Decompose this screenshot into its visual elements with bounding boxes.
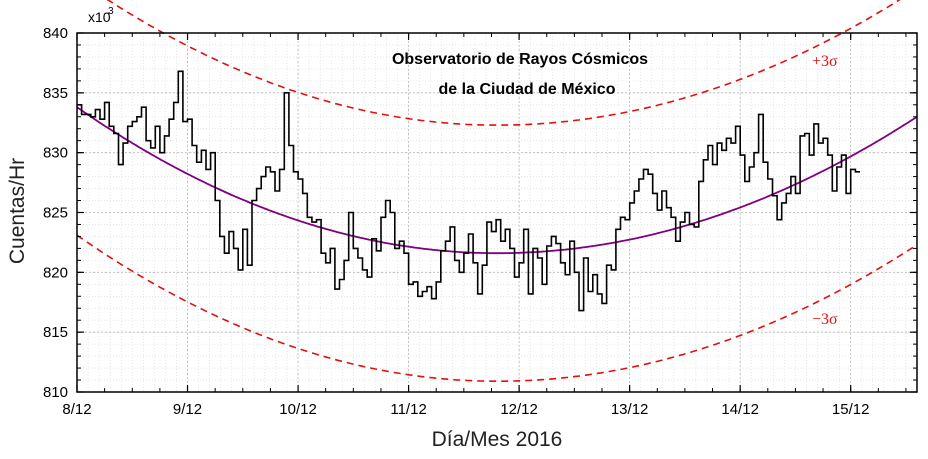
y-tick-label: 810 bbox=[43, 384, 68, 401]
chart-title-line-1: Observatorio de Rayos Cósmicos bbox=[392, 51, 648, 68]
x-tick-label: 12/12 bbox=[500, 401, 538, 418]
y-tick-label: 815 bbox=[43, 324, 68, 341]
fit-curve bbox=[76, 106, 918, 255]
y-tick-label: 825 bbox=[43, 205, 68, 222]
sigma-minus-label: −3σ bbox=[812, 311, 838, 328]
x-tick-label: 13/12 bbox=[611, 401, 649, 418]
chart-title-line-2: de la Ciudad de México bbox=[439, 81, 616, 98]
sigma-bands bbox=[76, 0, 918, 383]
plot-frame bbox=[76, 32, 918, 393]
x-axis-label: Día/Mes 2016 bbox=[432, 428, 563, 451]
y-axis-label: Cuentas/Hr bbox=[6, 158, 29, 264]
x-tick-label: 10/12 bbox=[279, 401, 317, 418]
fit-curve-group bbox=[76, 106, 918, 255]
y-multiplier-exponent: 3 bbox=[108, 6, 114, 17]
y-tick-label: 820 bbox=[43, 264, 68, 281]
x-tick-label: 15/12 bbox=[832, 401, 870, 418]
x-tick-label: 14/12 bbox=[721, 401, 759, 418]
x-tick-label: 9/12 bbox=[173, 401, 202, 418]
x-tick-label: 11/12 bbox=[390, 401, 426, 418]
y-tick-label: 830 bbox=[43, 145, 68, 162]
sigma-plus-curve bbox=[106, 0, 901, 126]
y-tick-label: 835 bbox=[43, 85, 68, 102]
data-series-group bbox=[77, 70, 860, 312]
x-tick-label: 8/12 bbox=[62, 401, 91, 418]
y-tick-label: 840 bbox=[43, 25, 68, 42]
y-multiplier-label: x10 bbox=[88, 9, 111, 25]
tick-labels: 8/12 9/12 10/12 11/12 12/12 13/12 14/12 15/12 81… bbox=[43, 25, 869, 418]
sigma-minus-curve bbox=[76, 234, 918, 383]
data-series-line bbox=[77, 70, 860, 312]
sigma-plus-label: +3σ bbox=[812, 53, 838, 70]
